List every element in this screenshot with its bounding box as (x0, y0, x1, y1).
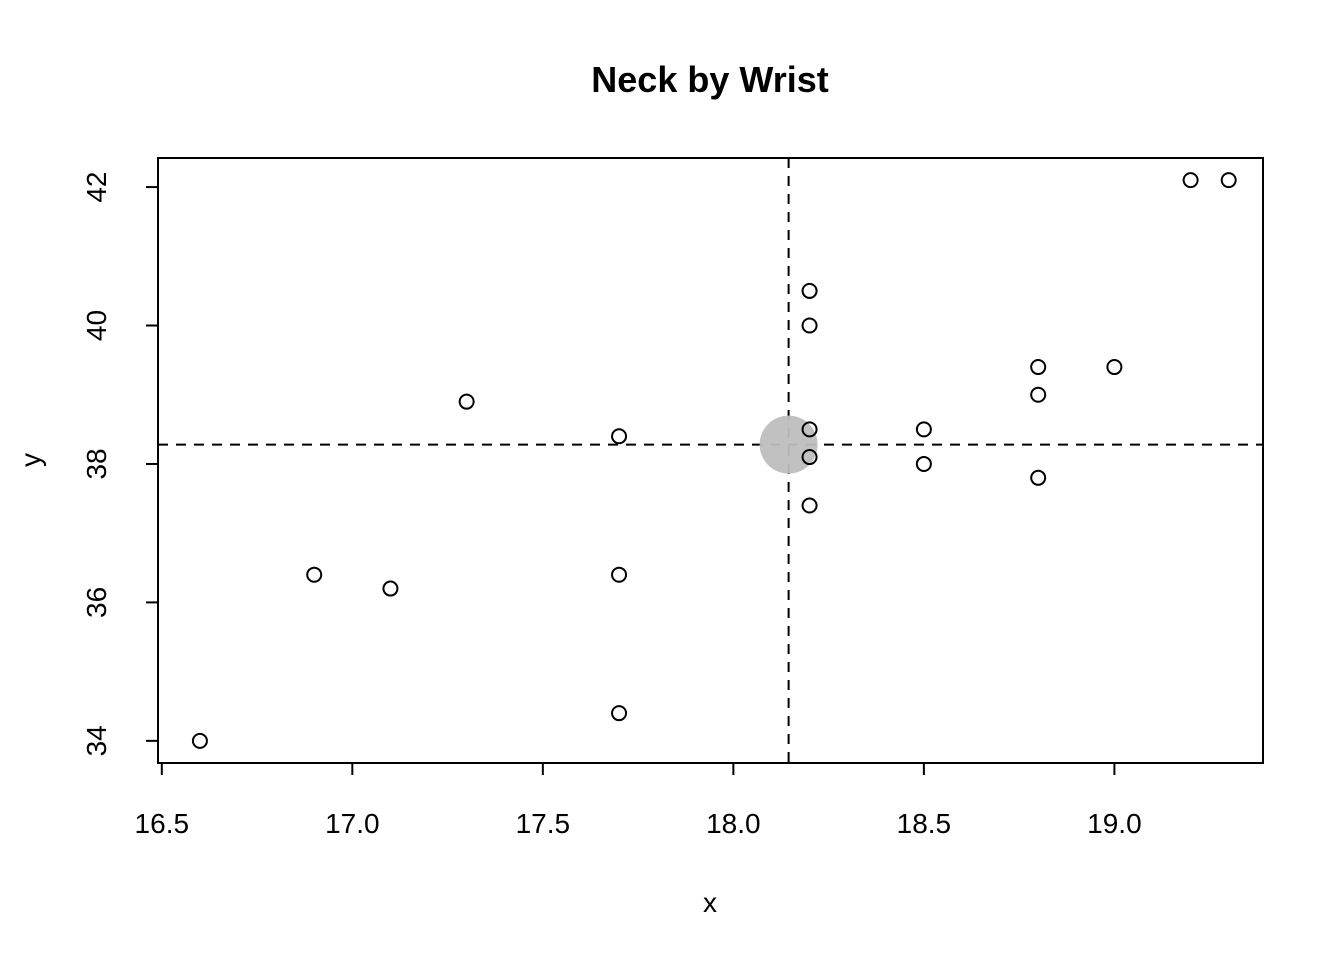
data-point (306, 566, 323, 583)
x-tick-label: 16.5 (135, 808, 190, 839)
x-tick-label: 17.5 (516, 808, 571, 839)
y-tick-label: 38 (81, 448, 112, 479)
data-point (1030, 386, 1047, 403)
chart-title: Neck by Wrist (591, 59, 828, 100)
plot-frame (157, 157, 1264, 764)
data-point (1182, 172, 1199, 189)
data-point (801, 317, 818, 334)
data-point (1030, 469, 1047, 486)
x-axis-label: x (703, 887, 717, 918)
y-tick-label: 40 (81, 310, 112, 341)
x-tick-label: 19.0 (1087, 808, 1142, 839)
data-point (611, 705, 628, 722)
y-tick-label: 36 (81, 587, 112, 618)
y-axis-label: y (15, 453, 46, 467)
data-point (191, 732, 208, 749)
points-layer (191, 172, 1237, 749)
data-point (611, 428, 628, 445)
data-point (1106, 359, 1123, 376)
y-tick-label: 34 (81, 725, 112, 756)
data-point (915, 421, 932, 438)
data-point (801, 449, 818, 466)
data-point (1220, 172, 1237, 189)
x-axis: 16.5 17.0 17.5 18.0 18.5 19.0 (135, 762, 1142, 839)
reference-lines (158, 158, 1263, 763)
data-point (915, 455, 932, 472)
data-point (801, 421, 818, 438)
data-point (458, 393, 475, 410)
x-tick-label: 18.0 (706, 808, 761, 839)
data-point (801, 497, 818, 514)
data-point (1030, 359, 1047, 376)
data-point (611, 566, 628, 583)
x-tick-label: 17.0 (325, 808, 380, 839)
data-point (801, 282, 818, 299)
y-tick-label: 42 (81, 171, 112, 202)
x-tick-label: 18.5 (897, 808, 952, 839)
data-point (382, 580, 399, 597)
y-axis: 34 36 38 40 42 (81, 171, 159, 756)
